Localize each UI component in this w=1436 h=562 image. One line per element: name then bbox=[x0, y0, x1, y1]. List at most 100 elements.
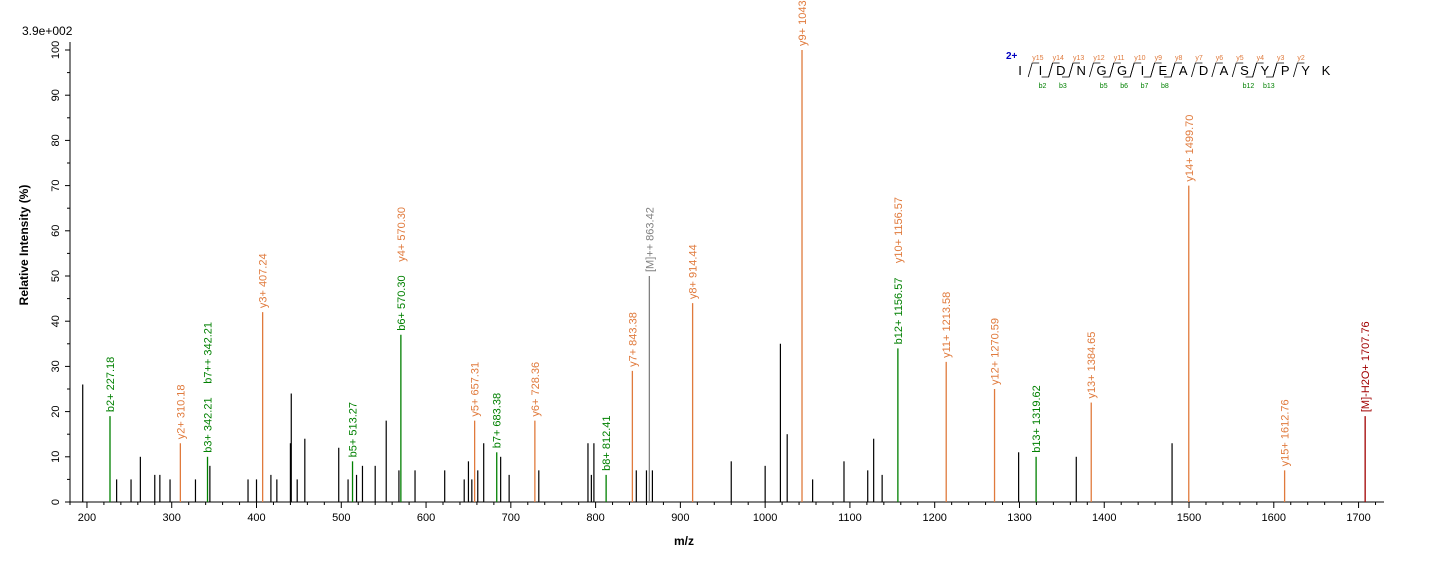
sequence-residue: G bbox=[1117, 63, 1127, 78]
sequence-residue: N bbox=[1077, 63, 1086, 78]
b-ion-bracket bbox=[1143, 62, 1155, 78]
peak-label: [M]++ 863.42 bbox=[644, 207, 656, 272]
peak-label: y6+ 728.36 bbox=[530, 362, 542, 417]
charge-state: 2+ bbox=[1006, 51, 1018, 62]
peak-label: y5+ 657.31 bbox=[470, 362, 482, 417]
peak-label: y11+ 1213.58 bbox=[941, 292, 953, 358]
x-tick-label: 200 bbox=[78, 512, 96, 524]
x-tick-label: 300 bbox=[163, 512, 181, 524]
peak-label: b7+ 683.38 bbox=[492, 393, 504, 448]
b-ion-label: b6 bbox=[1120, 83, 1128, 90]
b-ion-label: b2 bbox=[1039, 83, 1047, 90]
y-ion-label: y4 bbox=[1257, 55, 1265, 62]
y-axis-title: Relative Intensity (%) bbox=[17, 185, 31, 306]
y-tick-label: 10 bbox=[50, 451, 62, 463]
peak-label: b7++ 342.21 bbox=[203, 322, 215, 384]
x-tick-label: 1600 bbox=[1262, 512, 1286, 524]
y-tick-label: 70 bbox=[50, 179, 62, 191]
y-ion-label: y9 bbox=[1155, 55, 1163, 62]
x-tick-label: 400 bbox=[247, 512, 265, 524]
sequence-residue: Y bbox=[1301, 63, 1310, 78]
y-ion-bracket bbox=[1293, 62, 1305, 78]
y-ion-label: y8 bbox=[1175, 55, 1183, 62]
y-tick-label: 30 bbox=[50, 360, 62, 372]
y-ion-label: y5 bbox=[1236, 55, 1244, 62]
sequence-residue: E bbox=[1158, 63, 1167, 78]
x-tick-label: 1400 bbox=[1092, 512, 1116, 524]
y-ion-label: y15 bbox=[1032, 55, 1043, 62]
y-ion-label: y7 bbox=[1195, 55, 1203, 62]
y-ion-label: y12 bbox=[1093, 55, 1104, 62]
peak-label: y12+ 1270.59 bbox=[990, 318, 1002, 385]
y-ion-label: y14 bbox=[1053, 55, 1064, 62]
peak-label: y7+ 843.38 bbox=[627, 312, 639, 367]
peak-label: y2+ 310.18 bbox=[175, 384, 187, 439]
y-tick-label: 100 bbox=[50, 41, 62, 59]
y-ion-bracket bbox=[1231, 62, 1244, 78]
y-ion-bracket bbox=[1211, 62, 1223, 78]
sequence-residue: I bbox=[1018, 63, 1022, 78]
sequence-residue: A bbox=[1220, 63, 1229, 78]
sequence-residue: A bbox=[1179, 63, 1188, 78]
peak-label: y10+ 1156.57 bbox=[893, 197, 905, 263]
y-tick-label: 50 bbox=[50, 270, 62, 282]
peak-label: y15+ 1612.76 bbox=[1280, 399, 1292, 466]
y-ion-label: y11 bbox=[1114, 55, 1125, 62]
b-ion-bracket bbox=[1266, 62, 1278, 78]
b-ion-bracket bbox=[1245, 62, 1257, 78]
peak-label: b8+ 812.41 bbox=[601, 416, 613, 471]
peak-label: b12+ 1156.57 bbox=[893, 278, 905, 345]
y-tick-label: 40 bbox=[50, 315, 62, 327]
x-tick-label: 800 bbox=[586, 512, 604, 524]
sequence-residue: K bbox=[1322, 63, 1331, 78]
b-ion-bracket bbox=[1041, 62, 1053, 78]
b-ion-bracket bbox=[1102, 62, 1115, 78]
y-tick-label: 0 bbox=[50, 499, 62, 505]
peak-label: b13+ 1319.62 bbox=[1031, 385, 1043, 453]
x-tick-label: 1700 bbox=[1346, 512, 1370, 524]
y-tick-label: 60 bbox=[50, 225, 62, 237]
x-tick-label: 500 bbox=[332, 512, 350, 524]
y-ion-label: y6 bbox=[1216, 55, 1224, 62]
x-tick-label: 1300 bbox=[1007, 512, 1031, 524]
x-tick-label: 900 bbox=[671, 512, 689, 524]
sequence-residue: D bbox=[1056, 63, 1065, 78]
peak-label: b5+ 513.27 bbox=[348, 402, 360, 457]
peak-label: y3+ 407.24 bbox=[258, 253, 270, 308]
peak-label: b2+ 227.18 bbox=[105, 357, 117, 412]
y-tick-label: 80 bbox=[50, 134, 62, 146]
sequence-residue: I bbox=[1039, 63, 1043, 78]
peak-label: y13+ 1384.65 bbox=[1086, 332, 1098, 399]
y-ion-label: y13 bbox=[1073, 55, 1084, 62]
x-tick-label: 1100 bbox=[838, 512, 862, 524]
b-ion-bracket bbox=[1164, 62, 1176, 78]
x-tick-label: 1200 bbox=[922, 512, 946, 524]
peak-label: y8+ 914.44 bbox=[688, 244, 700, 299]
sequence-residue: P bbox=[1281, 63, 1290, 78]
sequence-residue: G bbox=[1097, 63, 1107, 78]
y-ion-label: y2 bbox=[1297, 55, 1305, 62]
b-ion-label: b13 bbox=[1263, 83, 1275, 90]
b-ion-label: b12 bbox=[1243, 83, 1255, 90]
axes: 0 10 20 30 40 50 60 70 80 90 100 200 300 400 500 600 700… bbox=[50, 41, 1384, 524]
b-ion-bracket bbox=[1123, 62, 1135, 78]
peak-label: y14+ 1499.70 bbox=[1184, 115, 1196, 182]
sequence-residue: I bbox=[1141, 63, 1145, 78]
x-tick-label: 600 bbox=[417, 512, 435, 524]
sequence-residue: S bbox=[1240, 63, 1249, 78]
peak-labels-layer: b2+ 227.18 y2+ 310.18 b3+ 342.21 b7++ 342.2… bbox=[105, 0, 1372, 471]
peak-label: b3+ 342.21 bbox=[203, 397, 215, 452]
peaks-layer bbox=[82, 50, 1366, 502]
peak-label: y4+ 570.30 bbox=[396, 207, 408, 262]
intensity-scale-label: 3.9e+002 bbox=[22, 24, 73, 38]
peak-label: [M]-H2O+ 1707.76 bbox=[1360, 321, 1372, 412]
x-tick-label: 1500 bbox=[1177, 512, 1201, 524]
b-ion-bracket bbox=[1062, 62, 1074, 78]
peak-label: b6+ 570.30 bbox=[396, 275, 408, 330]
x-axis-title: m/z bbox=[674, 534, 694, 548]
y-tick-label: 90 bbox=[50, 89, 62, 101]
b-ion-label: b8 bbox=[1161, 83, 1169, 90]
y-ion-bracket bbox=[1027, 62, 1040, 78]
sequence-residue: D bbox=[1199, 63, 1208, 78]
